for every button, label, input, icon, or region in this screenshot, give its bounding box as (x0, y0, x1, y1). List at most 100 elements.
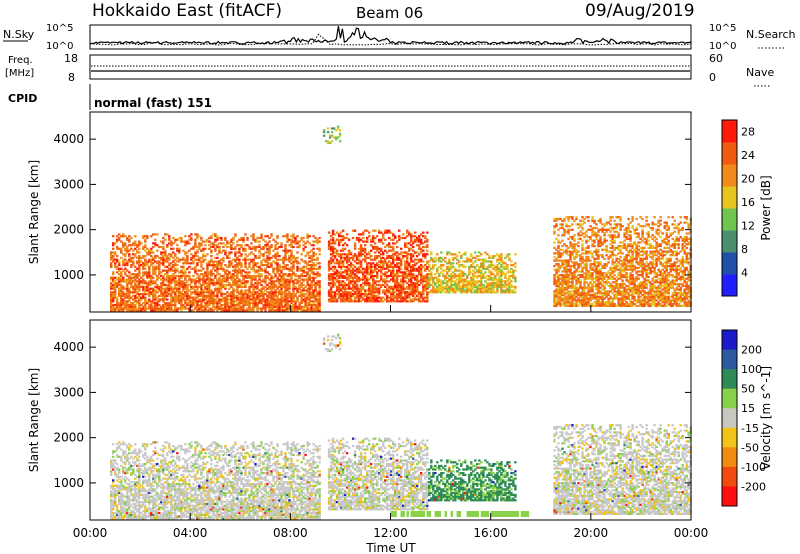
power-cell (230, 303, 233, 307)
beam-title: Beam 06 (356, 4, 423, 22)
power-cell (188, 265, 191, 268)
power-cell (186, 291, 189, 294)
power-cell (204, 303, 207, 307)
power-cell (234, 303, 237, 307)
power-cell (168, 309, 171, 312)
power-cell (192, 255, 195, 258)
power-cell (116, 282, 119, 285)
power-cell (164, 303, 167, 307)
power-cell (302, 249, 305, 252)
power-cell (180, 238, 183, 241)
power-cell (142, 236, 145, 240)
power-cell (162, 258, 165, 261)
power-cell (210, 236, 213, 240)
power-cell (122, 302, 125, 305)
power-cell (192, 256, 195, 259)
power-cell (174, 258, 177, 261)
power-cell (200, 289, 203, 292)
power-cell (254, 249, 257, 252)
power-cell (174, 296, 177, 299)
power-cell (212, 309, 215, 312)
power-cell (204, 305, 207, 308)
power-cell (240, 253, 243, 256)
power-cell (298, 294, 301, 297)
power-cell (146, 289, 149, 292)
power-cell (188, 274, 191, 278)
power-cell (192, 302, 195, 305)
power-cell (134, 294, 137, 297)
power-cell (130, 265, 133, 268)
power-cell (216, 280, 219, 283)
power-cell (362, 236, 365, 240)
power-cell (214, 247, 217, 250)
power-cell (204, 247, 207, 250)
power-cell (124, 303, 127, 307)
power-cell (142, 235, 145, 238)
power-cell (212, 305, 215, 308)
power-cell (110, 298, 113, 301)
power-cell (150, 309, 153, 312)
power-cell (126, 236, 129, 240)
power-cell (146, 293, 149, 296)
power-cell (112, 283, 115, 287)
power-cell (196, 236, 199, 240)
power-cell (116, 298, 119, 301)
power-cell (154, 265, 157, 268)
power-cell (200, 309, 203, 312)
power-cell (116, 258, 119, 261)
power-cell (176, 267, 179, 270)
power-cell (128, 244, 131, 247)
power-cell (204, 296, 207, 299)
power-cell (136, 251, 139, 254)
power-cell (178, 287, 181, 290)
power-cell (140, 309, 143, 312)
power-cell (200, 293, 203, 296)
power-cell (128, 271, 131, 274)
power-cell (138, 258, 141, 261)
power-cell (202, 283, 205, 287)
power-cell (228, 256, 231, 259)
power-cell (174, 287, 177, 290)
power-cell (152, 233, 155, 236)
power-cell (194, 269, 197, 272)
power-cell (436, 253, 439, 256)
power-cell (214, 235, 217, 238)
power-cell (194, 255, 197, 258)
power-cell (226, 300, 229, 303)
power-cell (188, 303, 191, 307)
power-cell (224, 302, 227, 305)
power-cell (154, 294, 157, 297)
power-cell (138, 269, 141, 272)
power-cell (194, 258, 197, 261)
power-cell (192, 296, 195, 299)
power-cell (162, 245, 165, 249)
power-cell (228, 271, 231, 274)
power-cell (232, 291, 235, 294)
power-cell (146, 235, 149, 238)
power-cell (182, 280, 185, 283)
power-cell (152, 265, 155, 268)
power-cell (162, 296, 165, 299)
power-cell (200, 249, 203, 252)
power-cell (298, 285, 301, 288)
power-cell (218, 236, 221, 240)
power-cell (196, 309, 199, 312)
power-cell (190, 309, 193, 312)
power-cell (196, 264, 199, 267)
power-cell (180, 258, 183, 261)
power-cell (178, 251, 181, 254)
power-cell (150, 276, 153, 279)
power-cell (144, 245, 147, 249)
power-cell (158, 287, 161, 290)
power-cell (198, 242, 201, 245)
power-cell (154, 256, 157, 259)
power-cell (158, 285, 161, 288)
power-cell (420, 291, 423, 294)
power-cell (333, 265, 337, 268)
power-cell (238, 258, 241, 261)
power-cell (182, 287, 185, 290)
power-cell (174, 283, 177, 287)
power-cell (216, 260, 219, 263)
power-cell (168, 242, 171, 245)
power-cell (150, 282, 153, 285)
